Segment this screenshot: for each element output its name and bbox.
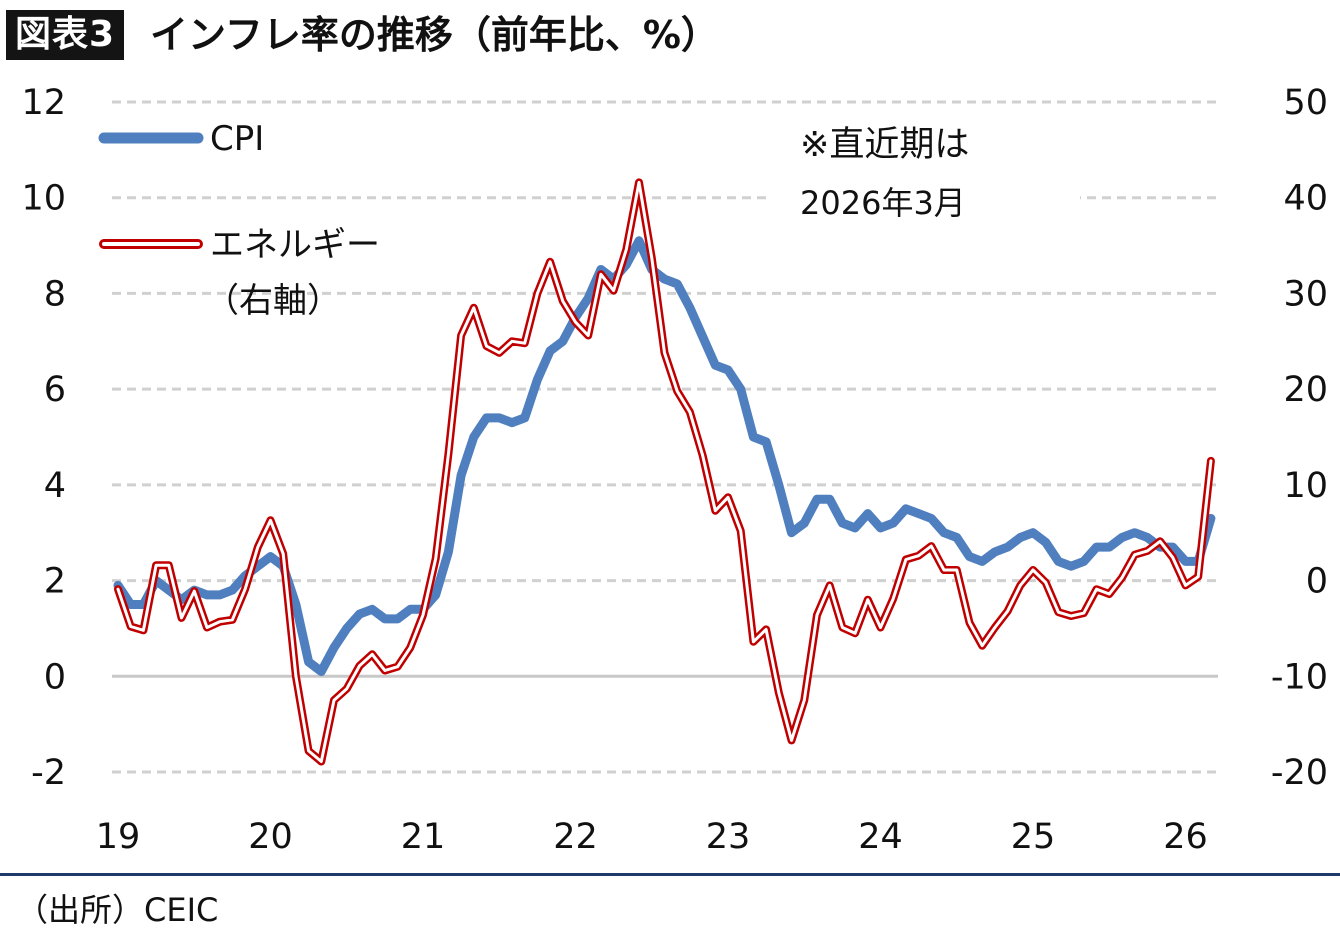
right-tick-label-7: 50 (1283, 83, 1328, 123)
left-tick-label-3: 4 (44, 466, 66, 506)
right-tick-label-2: 0 (1306, 562, 1328, 602)
right-tick-label-5: 30 (1283, 274, 1328, 314)
x-tick-label-21: 21 (401, 817, 446, 857)
chart-header: 図表3 インフレ率の推移（前年比、%） (0, 0, 1340, 70)
right-tick-label-1: -10 (1271, 657, 1328, 697)
legend-label-cpi: CPI (210, 119, 264, 159)
note-line-1: ※直近期は (800, 125, 969, 165)
right-axis-ticks: -20 -10 0 10 20 30 40 50 (1271, 83, 1328, 793)
right-tick-label-4: 20 (1283, 370, 1328, 410)
chart-title: インフレ率の推移（前年比、%） (150, 13, 719, 57)
source-note: （出所）CEIC (16, 891, 219, 929)
x-tick-label-26: 26 (1163, 817, 1208, 857)
legend-label-energy-line2: （右軸） (205, 281, 341, 321)
x-axis-ticks: 19 20 21 22 23 24 25 26 (96, 817, 1208, 857)
series-line-energy-outline (114, 178, 1215, 766)
left-tick-label-6: 10 (21, 179, 66, 219)
x-tick-label-24: 24 (858, 817, 903, 857)
series-line-energy-inner (116, 180, 1213, 763)
right-tick-label-3: 10 (1283, 466, 1328, 506)
x-tick-label-25: 25 (1011, 817, 1056, 857)
series-line-cpi (113, 236, 1216, 676)
left-tick-label-2: 2 (44, 562, 66, 602)
right-tick-label-0: -20 (1271, 753, 1328, 793)
note-line-2: 2026年3月 (800, 184, 966, 222)
bottom-divider (0, 873, 1340, 876)
series-lines (113, 178, 1216, 766)
x-tick-label-19: 19 (96, 817, 141, 857)
latest-period-note: ※直近期は 2026年3月 (770, 105, 1080, 230)
x-tick-label-23: 23 (706, 817, 751, 857)
left-tick-label-1: 0 (44, 657, 66, 697)
left-tick-label-7: 12 (21, 83, 66, 123)
legend-label-energy-line1: エネルギー (210, 225, 380, 265)
right-tick-label-6: 40 (1283, 179, 1328, 219)
left-axis-ticks: -2 0 2 4 6 8 10 12 (21, 83, 66, 793)
left-tick-label-4: 6 (44, 370, 66, 410)
x-tick-label-22: 22 (553, 817, 598, 857)
left-tick-label-0: -2 (31, 753, 66, 793)
x-tick-label-20: 20 (248, 817, 293, 857)
note-background (770, 105, 1080, 230)
legend: CPI エネルギー （右軸） (98, 119, 391, 321)
legend-label-energy: エネルギー （右軸） (205, 225, 391, 321)
figure-number-badge: 図表3 (6, 10, 125, 60)
left-tick-label-5: 8 (44, 274, 66, 314)
